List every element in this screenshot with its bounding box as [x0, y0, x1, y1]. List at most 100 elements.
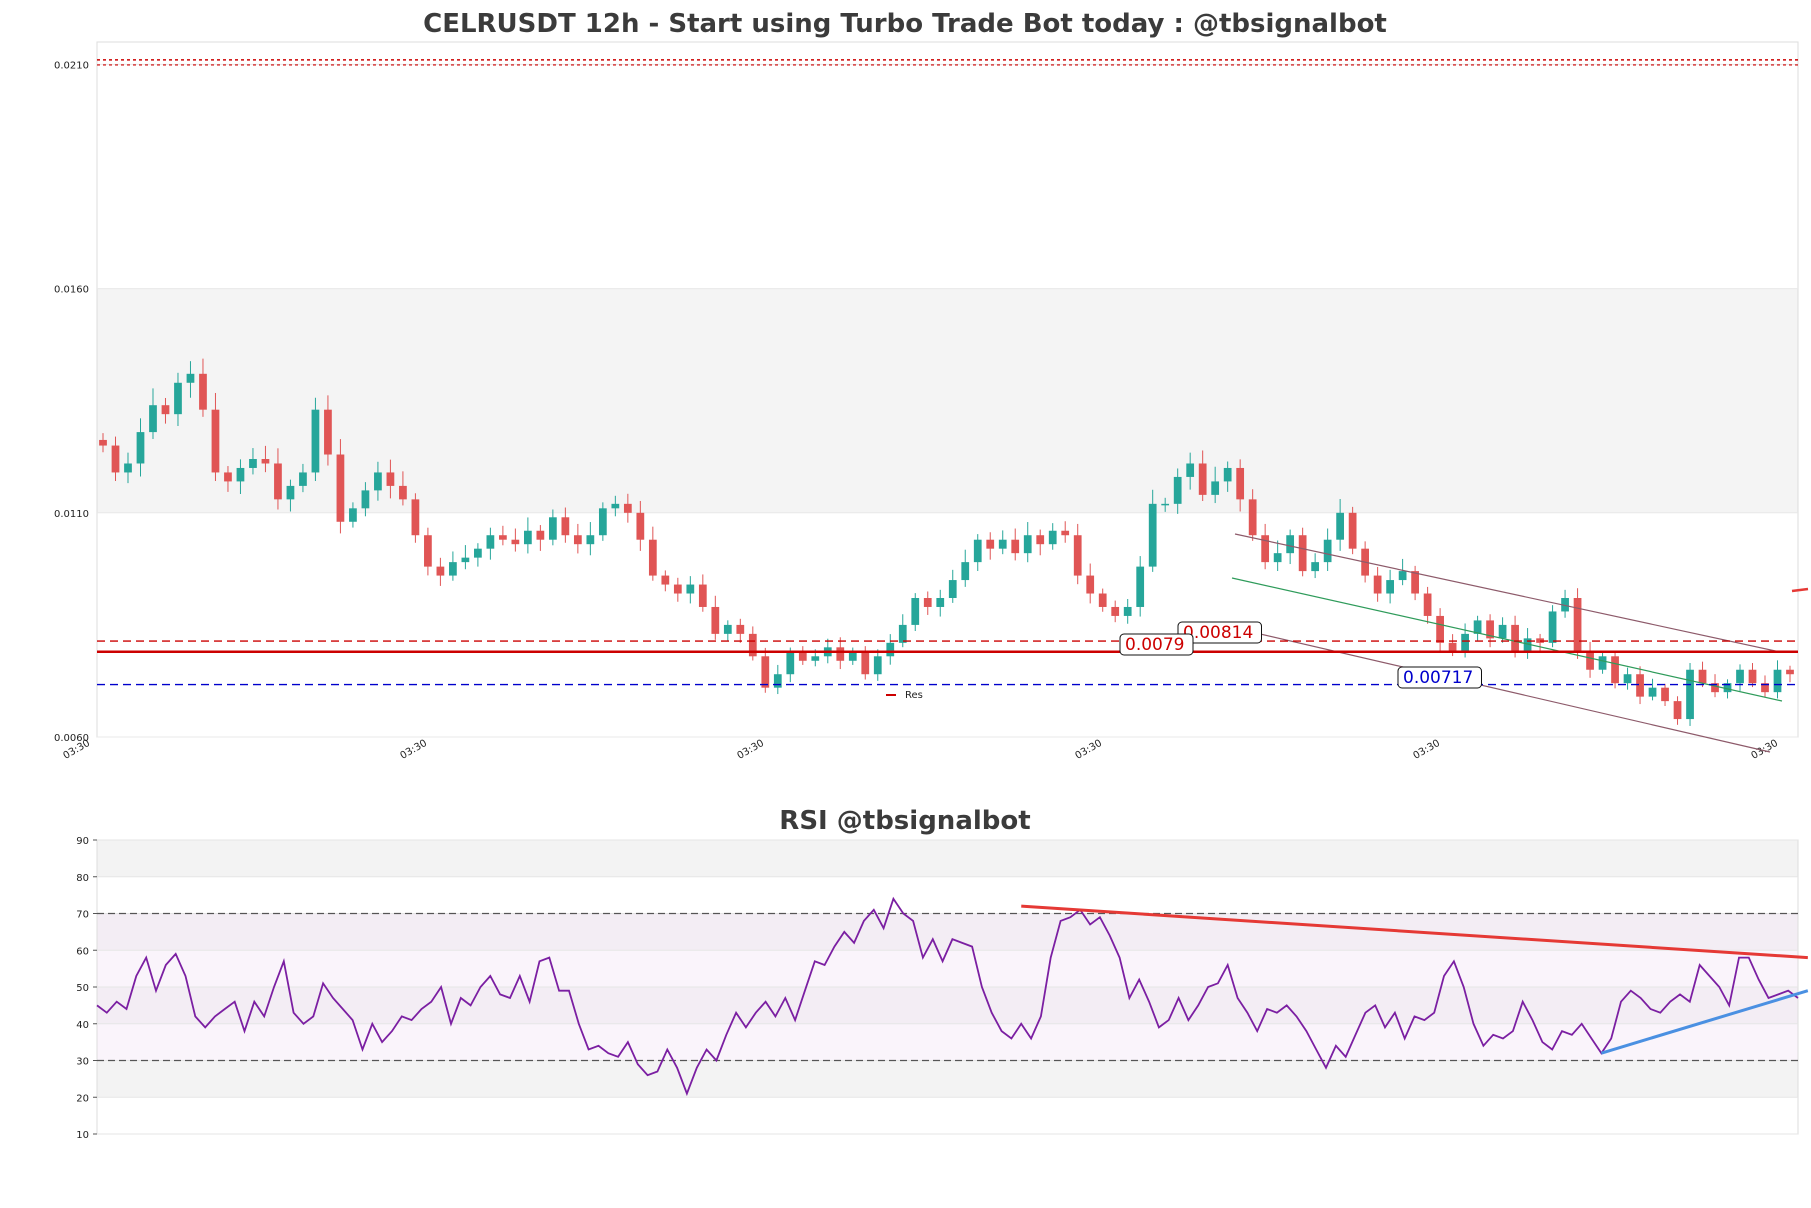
candle-body: [174, 382, 182, 415]
candle-body: [1573, 598, 1582, 652]
candle-body: [1473, 620, 1482, 634]
price-x-tick-label: 03:30: [399, 738, 429, 762]
candle-body: [761, 656, 770, 688]
candle-body: [1686, 669, 1694, 720]
candle-body: [236, 467, 245, 482]
candle-body: [1436, 615, 1444, 643]
candle-body: [561, 517, 570, 536]
candle-body: [1423, 593, 1432, 616]
candle-body: [898, 624, 907, 643]
candle-body: [1448, 642, 1457, 652]
candle-body: [1123, 606, 1132, 616]
level-label: 0.00717: [1403, 668, 1473, 688]
candle-body: [411, 499, 420, 536]
candle-body: [1111, 606, 1120, 616]
candle-body: [199, 373, 207, 410]
candle-body: [1211, 481, 1220, 495]
candle-body: [886, 642, 895, 657]
legend-label: Res: [905, 690, 923, 701]
candle-body: [936, 598, 945, 607]
candle-body: [1236, 467, 1245, 500]
candle-body: [961, 562, 970, 581]
candle-body: [1386, 580, 1394, 594]
candle-body: [711, 606, 720, 634]
candle-body: [461, 557, 470, 563]
candle-body: [1548, 611, 1557, 643]
price-chart-title: CELRUSDT 12h - Start using Turbo Trade B…: [423, 9, 1387, 39]
candle-body: [211, 409, 220, 473]
candle-body: [586, 535, 595, 545]
candle-body: [1073, 535, 1082, 576]
candle-body: [648, 539, 657, 576]
candle-body: [424, 535, 432, 567]
candle-body: [399, 485, 407, 500]
candle-body: [1173, 476, 1182, 504]
candle-body: [1348, 512, 1357, 549]
candle-body: [1398, 571, 1407, 581]
candle-body: [1598, 656, 1607, 670]
candle-body: [1098, 593, 1107, 607]
candle-body: [1498, 624, 1507, 639]
price-shaded-band: [97, 288, 1798, 513]
candle-body: [299, 472, 307, 486]
candle-body: [548, 517, 557, 540]
level-label-box: [1119, 633, 1194, 656]
candle-body: [598, 508, 607, 536]
candle-body: [1223, 467, 1232, 482]
candle-body: [1698, 669, 1707, 684]
candle-body: [998, 539, 1007, 549]
candle-body: [1511, 624, 1519, 652]
candle-body: [1148, 503, 1157, 567]
rsi-y-tick-label: 50: [76, 983, 89, 994]
candle-body: [274, 463, 282, 500]
candle-body: [986, 539, 995, 549]
candle-body: [1723, 683, 1732, 693]
candle-body: [1011, 539, 1020, 554]
candle-body: [1273, 553, 1282, 563]
candle-body: [1786, 669, 1794, 675]
candle-body: [736, 624, 745, 634]
rsi-y-tick-label: 60: [76, 946, 89, 957]
candle-body: [1048, 530, 1057, 545]
candle-body: [623, 503, 632, 513]
candle-body: [1761, 683, 1769, 693]
level-label-box: [1397, 666, 1482, 689]
candle-body: [1248, 499, 1257, 536]
candle-body: [324, 409, 332, 455]
channel-middle-line: [1231, 577, 1783, 702]
candle-body: [861, 651, 870, 675]
candle-body: [748, 633, 757, 657]
price-x-tick-label: 03:30: [1750, 738, 1780, 762]
candle-body: [124, 463, 132, 473]
candle-body: [1198, 463, 1207, 495]
candle-body: [1648, 687, 1657, 697]
candle-body: [1323, 539, 1332, 563]
candle-body: [349, 508, 357, 522]
candle-body: [786, 651, 795, 675]
price-x-tick-label: 03:30: [736, 738, 766, 762]
candle-body: [311, 409, 320, 473]
candle-body: [436, 566, 445, 576]
candle-body: [873, 656, 882, 675]
candle-body: [1486, 620, 1494, 639]
rsi-band: [97, 913, 1798, 951]
candle-body: [286, 485, 295, 500]
candle-body: [511, 539, 520, 545]
candle-body: [1286, 535, 1295, 554]
candle-body: [911, 598, 920, 625]
candle-body: [661, 575, 670, 585]
candle-body: [1336, 512, 1345, 540]
candle-body: [698, 584, 707, 607]
candle-body: [1586, 651, 1594, 670]
candle-body: [1298, 535, 1307, 572]
candle-body: [1711, 683, 1719, 693]
rsi-band: [97, 840, 1798, 877]
rsi-y-tick-label: 20: [76, 1093, 89, 1104]
candle-body: [1523, 638, 1532, 652]
candle-body: [1748, 669, 1757, 684]
candle-body: [449, 562, 457, 576]
candle-body: [386, 472, 395, 486]
rsi-chart-title: RSI @tbsignalbot: [779, 806, 1030, 836]
